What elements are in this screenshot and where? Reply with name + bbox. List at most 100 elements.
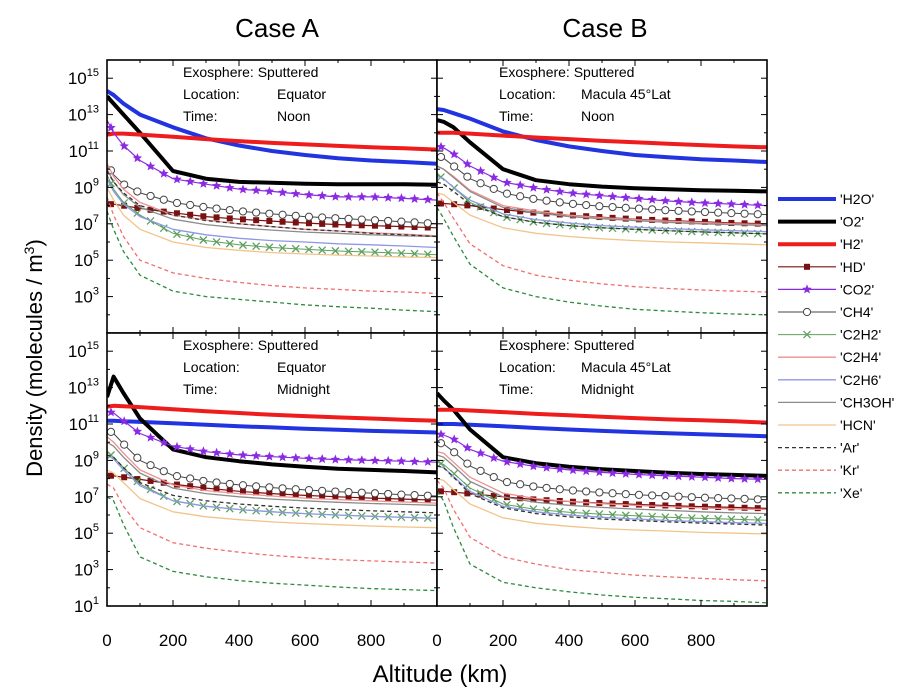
panel-top-right: Exosphere: Sputtered Location: Macula 45°L… bbox=[436, 59, 768, 334]
series-marker bbox=[621, 192, 631, 202]
series-line-o2 bbox=[107, 374, 437, 475]
series-line-c2h6 bbox=[437, 175, 767, 233]
series-line-h2o bbox=[437, 422, 767, 439]
legend-label: 'Kr' bbox=[840, 462, 859, 478]
x-tick-label: 600 bbox=[621, 631, 649, 650]
series-marker bbox=[133, 187, 142, 196]
series-marker bbox=[305, 220, 312, 227]
series-marker bbox=[700, 207, 710, 217]
series-marker bbox=[675, 502, 682, 509]
x-tick-labels: 0 200 400 600 800 0 200 400 600 800 bbox=[102, 631, 715, 650]
y-tick-label: 101 bbox=[74, 595, 99, 616]
series-marker bbox=[754, 220, 761, 227]
series-marker bbox=[358, 222, 365, 229]
series-marker bbox=[475, 448, 486, 458]
series-line-h2 bbox=[107, 131, 437, 152]
legend-label: 'CO2' bbox=[840, 281, 874, 297]
series-marker bbox=[304, 453, 314, 463]
series-marker bbox=[804, 263, 810, 270]
series-marker bbox=[462, 159, 473, 169]
series-marker bbox=[345, 494, 352, 501]
series-marker bbox=[555, 198, 564, 207]
series-marker bbox=[173, 230, 181, 239]
series-marker bbox=[107, 407, 116, 417]
series-marker bbox=[252, 208, 261, 217]
series-marker bbox=[343, 454, 354, 464]
y-tick-label: 1011 bbox=[69, 140, 99, 161]
series-marker bbox=[159, 195, 168, 204]
series-marker bbox=[648, 512, 657, 521]
annotation-value: Macula 45°Lat bbox=[581, 86, 671, 102]
series-marker bbox=[449, 434, 459, 444]
series-marker bbox=[607, 191, 618, 201]
series-marker bbox=[476, 466, 485, 475]
series-marker bbox=[464, 202, 471, 209]
legend-label: 'C2H4' bbox=[840, 349, 881, 365]
series-marker bbox=[713, 198, 723, 208]
series-marker bbox=[172, 198, 182, 208]
series-line-kr bbox=[437, 479, 767, 582]
series-line-o2 bbox=[107, 95, 437, 187]
legend-entry: 'Xe' bbox=[778, 485, 862, 501]
series-group bbox=[107, 374, 437, 592]
series-marker bbox=[582, 200, 591, 210]
panel-top-left: Exosphere: Sputtered Location: Equator Time… bbox=[106, 59, 438, 334]
series-marker bbox=[304, 212, 314, 221]
series-group bbox=[437, 107, 767, 316]
series-marker bbox=[160, 479, 167, 486]
series-marker bbox=[345, 221, 352, 228]
series-group bbox=[437, 391, 767, 604]
series-marker bbox=[634, 193, 644, 203]
series-marker bbox=[437, 439, 446, 448]
series-marker bbox=[225, 449, 235, 459]
legend-entry: 'C2H4' bbox=[778, 349, 881, 365]
series-marker bbox=[251, 450, 261, 460]
series-marker bbox=[634, 204, 644, 213]
series-marker bbox=[423, 456, 433, 466]
series-marker bbox=[145, 432, 156, 442]
series-marker bbox=[291, 452, 301, 462]
series-marker bbox=[621, 511, 630, 520]
series-marker bbox=[146, 461, 155, 470]
annotation-label: Exosphere: Sputtered bbox=[183, 64, 318, 80]
series-marker bbox=[317, 190, 327, 200]
series-marker bbox=[411, 224, 418, 231]
x-tick-label: 0 bbox=[102, 631, 111, 650]
series-marker bbox=[517, 208, 524, 215]
panels: Exosphere: Sputtered Location: Equator Time… bbox=[106, 59, 768, 607]
series-marker bbox=[397, 217, 406, 226]
series-marker bbox=[502, 189, 512, 198]
series-marker bbox=[213, 486, 220, 493]
series-marker bbox=[211, 447, 222, 457]
panel-annotation: Exosphere: Sputtered Location: Equator Time… bbox=[183, 64, 326, 124]
series-line-ar bbox=[107, 454, 437, 514]
series-marker bbox=[330, 454, 341, 464]
series-marker bbox=[424, 496, 431, 503]
series-marker bbox=[489, 184, 498, 194]
annotation-value: Noon bbox=[581, 108, 614, 124]
series-marker bbox=[187, 483, 194, 490]
series-marker bbox=[449, 149, 459, 159]
series-marker bbox=[634, 469, 644, 479]
series-marker bbox=[159, 467, 168, 476]
series-marker bbox=[318, 213, 327, 222]
series-marker bbox=[212, 204, 221, 213]
series-marker bbox=[410, 218, 419, 227]
series-line-xe bbox=[107, 496, 437, 592]
series-marker bbox=[529, 194, 538, 203]
series-marker bbox=[225, 182, 235, 192]
series-line-h2 bbox=[437, 407, 767, 425]
series-marker bbox=[489, 472, 498, 482]
series-marker bbox=[265, 243, 274, 252]
series-marker bbox=[200, 213, 207, 220]
series-marker bbox=[568, 199, 578, 208]
series-marker bbox=[305, 245, 313, 254]
annotation-label: Exosphere: Sputtered bbox=[499, 64, 634, 80]
series-marker bbox=[451, 489, 458, 496]
series-line-xe bbox=[107, 210, 437, 313]
series-marker bbox=[397, 249, 406, 258]
series-marker bbox=[226, 487, 233, 494]
series-marker bbox=[120, 198, 129, 207]
series-marker bbox=[528, 461, 539, 471]
series-marker bbox=[687, 207, 696, 216]
